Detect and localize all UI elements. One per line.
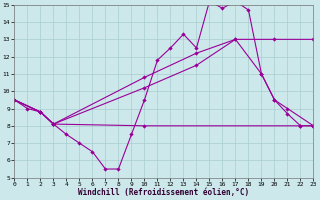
X-axis label: Windchill (Refroidissement éolien,°C): Windchill (Refroidissement éolien,°C) [78, 188, 250, 197]
